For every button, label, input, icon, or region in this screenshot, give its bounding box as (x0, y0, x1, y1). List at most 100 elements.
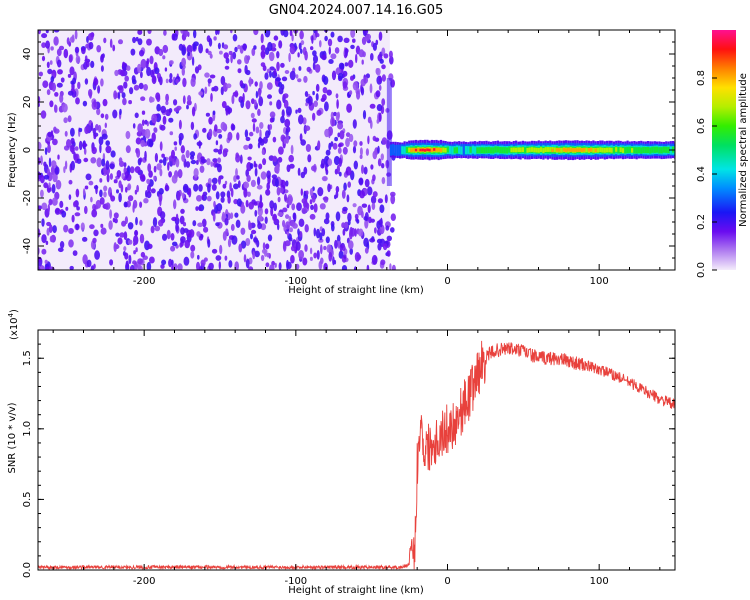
noise-blob (288, 52, 291, 63)
noise-blob (187, 51, 190, 57)
noise-blob (141, 110, 146, 115)
noise-blob (61, 210, 67, 218)
noise-blob (75, 223, 79, 231)
noise-blob (370, 53, 374, 61)
signal-band (667, 146, 670, 154)
noise-blob (211, 183, 217, 191)
noise-blob (284, 193, 287, 202)
noise-blob (335, 191, 339, 199)
signal-band (474, 146, 477, 155)
noise-blob (285, 214, 290, 220)
noise-blob (118, 192, 122, 203)
noise-blob (321, 228, 326, 237)
noise-blob (218, 261, 221, 270)
noise-blob (219, 244, 223, 255)
noise-blob (277, 212, 284, 217)
signal-band (401, 146, 404, 155)
noise-blob (198, 206, 202, 211)
noise-blob (210, 92, 213, 102)
noise-blob (372, 191, 378, 198)
noise-blob (88, 180, 94, 186)
noise-blob (208, 116, 213, 125)
noise-blob (316, 33, 320, 38)
signal-band (414, 148, 418, 152)
noise-blob (38, 71, 44, 77)
noise-blob (378, 112, 382, 122)
noise-blob (239, 80, 244, 87)
noise-blob (236, 132, 240, 141)
noise-blob (86, 259, 92, 268)
noise-blob (222, 231, 227, 241)
noise-blob (228, 50, 233, 56)
noise-blob (143, 84, 149, 91)
noise-blob (182, 222, 187, 227)
noise-blob (207, 183, 211, 193)
noise-blob (378, 31, 383, 41)
noise-blob (240, 204, 246, 214)
signal-band (453, 147, 456, 154)
noise-blob (97, 85, 101, 94)
noise-blob (361, 164, 364, 174)
noise-blob (352, 81, 359, 91)
noise-blob (167, 161, 170, 171)
spectrogram-y-tick-label: 0 (22, 147, 33, 153)
noise-blob (342, 206, 348, 212)
noise-blob (195, 206, 199, 211)
noise-blob (202, 127, 207, 133)
noise-blob (38, 30, 41, 35)
signal-band (396, 144, 399, 156)
noise-blob (284, 118, 291, 128)
signal-band (585, 147, 588, 153)
noise-blob (225, 108, 229, 116)
noise-blob (197, 64, 202, 71)
spectrogram-y-tick-label: -20 (22, 190, 33, 206)
noise-blob (349, 90, 353, 95)
noise-blob (361, 210, 364, 218)
noise-blob (93, 185, 99, 190)
noise-blob (251, 98, 255, 105)
noise-blob (275, 164, 280, 175)
noise-blob (49, 100, 54, 108)
noise-blob (227, 107, 233, 114)
noise-blob (334, 136, 338, 142)
noise-blob (101, 133, 108, 140)
noise-blob (38, 141, 42, 150)
noise-blob (135, 216, 138, 226)
noise-blob (221, 101, 227, 109)
noise-blob (324, 35, 328, 42)
noise-blob (324, 128, 330, 138)
noise-blob (134, 166, 141, 174)
noise-blob (41, 218, 45, 227)
noise-blob (149, 256, 155, 264)
noise-blob (252, 251, 256, 260)
noise-blob (137, 63, 142, 74)
noise-blob (55, 179, 62, 190)
noise-blob (213, 148, 219, 153)
noise-blob (300, 171, 306, 179)
noise-blob (128, 100, 133, 105)
noise-blob (239, 154, 243, 164)
noise-blob (109, 259, 114, 266)
noise-blob (60, 77, 65, 83)
noise-blob (56, 82, 63, 88)
noise-blob (168, 258, 173, 268)
noise-blob (369, 83, 373, 94)
noise-blob (378, 84, 382, 91)
noise-blob (70, 160, 76, 171)
noise-blob (139, 157, 143, 163)
noise-blob (335, 186, 340, 193)
noise-blob (359, 147, 363, 156)
signal-band (478, 147, 481, 154)
signal-band (442, 147, 445, 153)
noise-blob (174, 217, 180, 225)
noise-blob (298, 66, 302, 71)
noise-blob (52, 138, 58, 146)
noise-blob (378, 75, 382, 83)
spectrogram-y-tick-label: 40 (22, 48, 33, 61)
noise-blob (133, 250, 137, 255)
noise-blob (382, 243, 388, 251)
noise-blob (230, 223, 235, 232)
noise-blob (44, 259, 48, 264)
noise-blob (311, 194, 316, 203)
